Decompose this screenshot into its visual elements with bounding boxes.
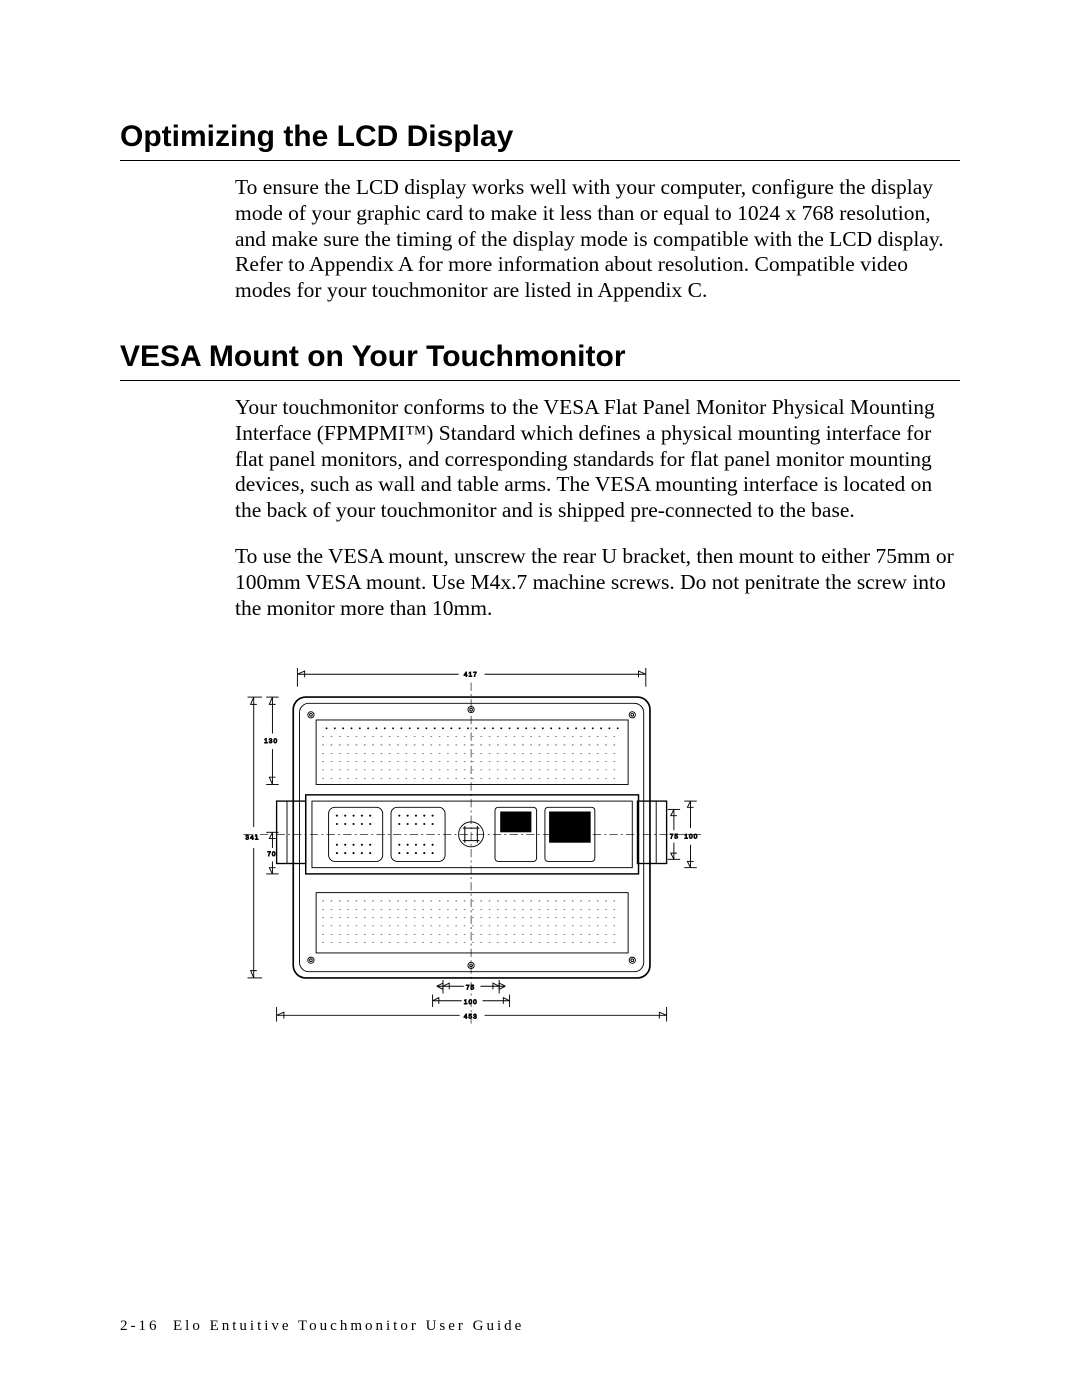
section2: VESA Mount on Your Touchmonitor Your tou… bbox=[120, 340, 960, 1030]
diagram-svg: 417 bbox=[235, 645, 755, 1030]
dim-top-label: 417 bbox=[464, 672, 478, 679]
monitor-inner-frame bbox=[299, 704, 643, 972]
section2-rule bbox=[120, 380, 960, 381]
dim-bottom: 75 100 bbox=[277, 980, 667, 1022]
section1-body: To ensure the LCD display works well wit… bbox=[235, 175, 960, 304]
dim-left-341: 341 bbox=[245, 835, 259, 842]
section2-heading: VESA Mount on Your Touchmonitor bbox=[120, 340, 960, 374]
section1-heading: Optimizing the LCD Display bbox=[120, 120, 960, 154]
dim-left: 341 130 bbox=[245, 697, 278, 978]
dim-bottom-75: 75 bbox=[466, 985, 475, 992]
dim-left-70: 70 bbox=[267, 852, 276, 859]
top-vent bbox=[316, 720, 628, 784]
manual-page: Optimizing the LCD Display To ensure the… bbox=[0, 0, 1080, 1397]
bottom-vent bbox=[316, 893, 628, 953]
mounting-diagram: 417 bbox=[235, 645, 875, 1030]
dim-top: 417 bbox=[297, 668, 645, 687]
footer-page: 2-16 bbox=[120, 1318, 160, 1334]
section1-rule bbox=[120, 160, 960, 161]
section2-body2: To use the VESA mount, unscrew the rear … bbox=[235, 544, 960, 621]
footer-title: Elo Entuitive Touchmonitor User Guide bbox=[173, 1318, 524, 1334]
vent-dots bbox=[326, 728, 619, 730]
section2-body1: Your touchmonitor conforms to the VESA F… bbox=[235, 395, 960, 524]
dim-left-130: 130 bbox=[264, 738, 278, 745]
page-footer: 2-16 Elo Entuitive Touchmonitor User Gui… bbox=[120, 1318, 524, 1335]
monitor-outer bbox=[293, 697, 650, 978]
